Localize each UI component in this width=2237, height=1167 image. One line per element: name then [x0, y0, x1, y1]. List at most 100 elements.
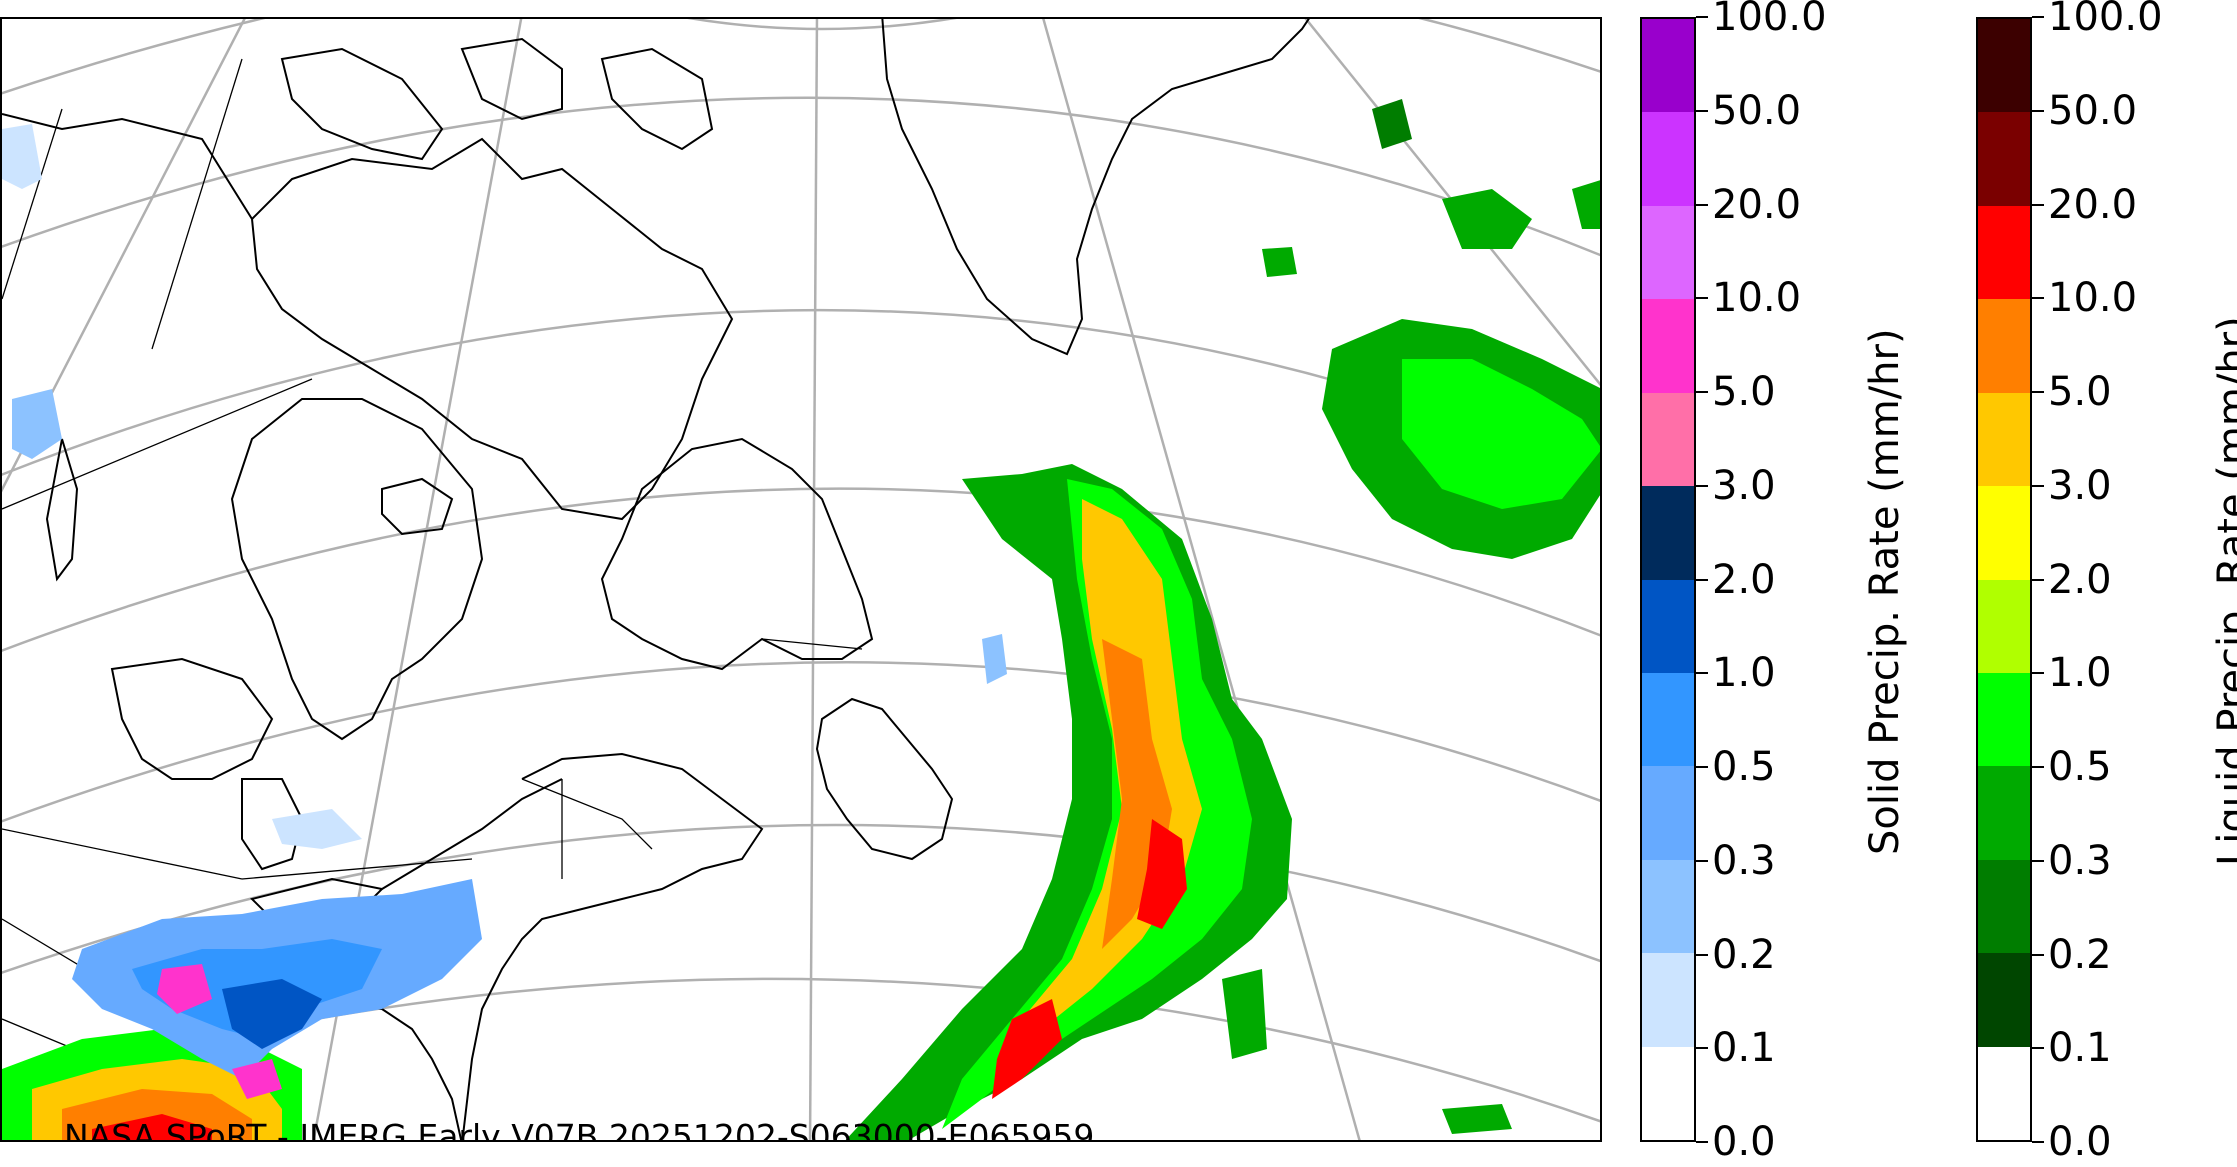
colorbar-tick-mark: [2032, 203, 2044, 206]
liquid-precip-colorbar-label: Liquid Precip. Rate (mm/hr): [2210, 316, 2237, 866]
latitude-line: [2, 96, 1600, 257]
latitude-line: [687, 19, 957, 31]
meridian-line: [808, 19, 819, 1140]
colorbar-tick-mark: [2032, 391, 2044, 393]
colorbar-tick-label: 0.3: [2048, 837, 2112, 884]
colorbar-tick-mark: [2032, 578, 2044, 581]
colorbar-segment: [1642, 953, 1694, 1048]
west-coast: [2, 113, 253, 220]
latitude-line: [2, 823, 1600, 974]
arctic-islands: [600, 47, 714, 151]
colorbar-tick-mark: [2032, 297, 2044, 300]
colorbar-tick-mark: [2032, 16, 2044, 18]
colorbar-tick-label: 100.0: [1712, 0, 1827, 40]
colorbar-segment: [1642, 672, 1694, 767]
colorbar-segment: [1978, 486, 2030, 580]
colorbar-tick-label: 2.0: [2048, 556, 2112, 603]
colorbar-tick-label: 10.0: [2048, 275, 2138, 322]
colorbar-segment: [1978, 205, 2030, 300]
st-lawrence: [381, 778, 563, 890]
colorbar-segment: [1642, 486, 1694, 580]
colorbar-segment: [1642, 112, 1694, 207]
colorbar-tick-label: 5.0: [1712, 369, 1776, 415]
colorbar-tick-mark: [2032, 109, 2044, 112]
colorbar-tick-label: 0.0: [1712, 1119, 1776, 1165]
colorbar-segment: [1642, 579, 1694, 674]
colorbar-segment: [1642, 205, 1694, 300]
data-source-credit: NASA SPoRT - IMERG Early V07B 20251202-S…: [64, 1117, 1095, 1142]
colorbar-segment: [1978, 766, 2030, 861]
colorbar-tick-mark: [2032, 672, 2044, 675]
colorbar-tick-mark: [1696, 1047, 1708, 1050]
colorbar-tick-mark: [1696, 203, 1708, 206]
province-border: [2, 378, 313, 510]
colorbar-segment: [1978, 392, 2030, 487]
liquid-precip-colorbar: [1976, 17, 2032, 1142]
solid-precip-colorbar: [1640, 17, 1696, 1142]
colorbar-tick-mark: [1696, 953, 1708, 956]
colorbar-tick-label: 0.5: [2048, 744, 2112, 790]
colorbar-tick-mark: [1696, 1141, 1708, 1143]
colorbar-tick-label: 50.0: [2048, 87, 2138, 134]
colorbar-tick-label: 20.0: [2048, 181, 2138, 228]
colorbar-segment: [1978, 953, 2030, 1048]
colorbar-segment: [1978, 112, 2030, 207]
colorbar-tick-mark: [1696, 672, 1708, 675]
colorbar-segment: [1642, 766, 1694, 861]
map-canvas: [2, 19, 1600, 1140]
colorbar-tick-label: 1.0: [2048, 650, 2112, 697]
colorbar-tick-label: 3.0: [1712, 462, 1776, 509]
latitude-line: [2, 19, 1600, 95]
colorbar-tick-mark: [1696, 484, 1708, 487]
maritimes-coast: [461, 752, 764, 1140]
lake-huron: [241, 778, 304, 871]
colorbar-tick-label: 10.0: [1712, 275, 1802, 322]
colorbar-tick-mark: [2032, 766, 2044, 768]
colorbar-tick-label: 0.3: [1712, 837, 1776, 884]
arctic-islands: [460, 37, 563, 121]
newfoundland-coast: [815, 697, 954, 861]
solid-precip-colorbar-label: Solid Precip. Rate (mm/hr): [1862, 328, 1908, 855]
colorbar-segment: [1642, 299, 1694, 394]
colorbar-tick-mark: [2032, 859, 2044, 862]
colorbar-segment: [1642, 19, 1694, 113]
colorbar-tick-label: 0.5: [1712, 744, 1776, 790]
province-border: [2, 828, 243, 880]
precip-map: NASA SPoRT - IMERG Early V07B 20251202-S…: [0, 17, 1602, 1142]
coastlines: [2, 19, 1310, 1140]
colorbar-segment: [1642, 859, 1694, 954]
colorbar-tick-label: 100.0: [2048, 0, 2163, 40]
province-border: [521, 778, 653, 850]
hudson-bay-coast: [230, 398, 484, 741]
colorbar-tick-label: 0.2: [2048, 931, 2112, 978]
colorbar-segment: [1978, 299, 2030, 394]
colorbar-tick-label: 5.0: [2048, 369, 2112, 415]
greenland-coast: [881, 19, 1310, 356]
colorbar-segment: [1978, 1046, 2030, 1141]
colorbar-tick-label: 50.0: [1712, 87, 1802, 134]
colorbar-tick-mark: [2032, 1047, 2044, 1050]
baffin-coast: [250, 137, 734, 521]
colorbar-tick-label: 0.2: [1712, 931, 1776, 978]
arctic-islands: [280, 47, 444, 161]
colorbar-tick-mark: [1696, 391, 1708, 393]
colorbar-segment: [1642, 1046, 1694, 1141]
colorbar-tick-mark: [1696, 859, 1708, 862]
liquid-precip-field: [2, 99, 1600, 1140]
lake-winnipeg: [45, 438, 79, 582]
colorbar-tick-label: 2.0: [1712, 556, 1776, 603]
colorbar-tick-label: 0.1: [1712, 1025, 1776, 1072]
colorbar-tick-label: 0.1: [2048, 1025, 2112, 1072]
southampton-island: [381, 477, 454, 536]
colorbar-tick-mark: [1696, 766, 1708, 768]
solid-precip-field: [2, 124, 1007, 1099]
colorbar-segment: [1978, 19, 2030, 113]
colorbar-segment: [1978, 579, 2030, 674]
colorbar-tick-mark: [2032, 484, 2044, 487]
colorbar-segment: [1978, 672, 2030, 767]
colorbar-tick-mark: [2032, 953, 2044, 956]
great-lakes: [110, 657, 274, 780]
province-border: [761, 638, 863, 650]
colorbar-tick-mark: [1696, 16, 1708, 18]
province-border: [2, 108, 63, 300]
